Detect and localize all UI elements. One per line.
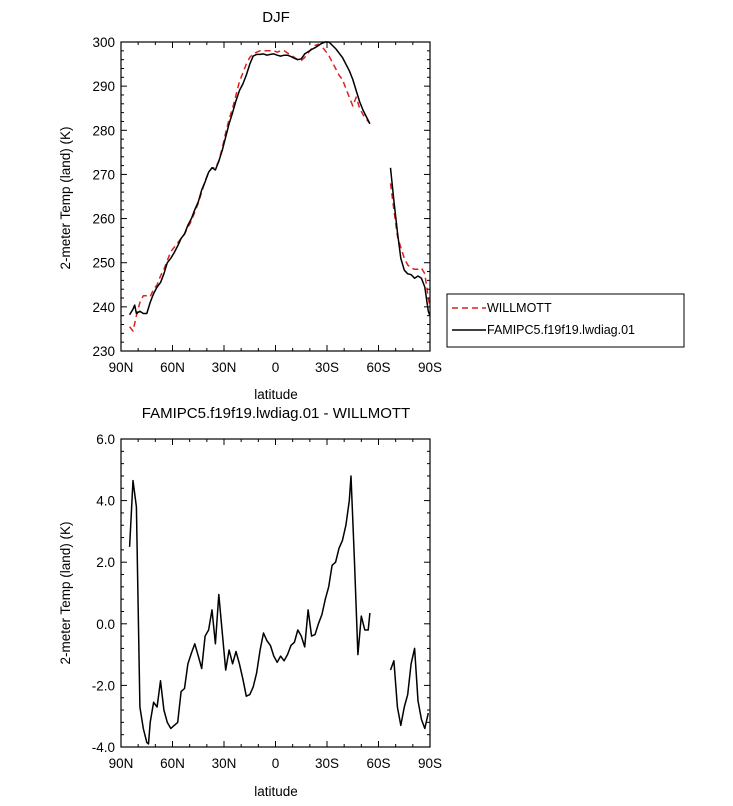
top-ytick-label: 240: [92, 300, 115, 315]
bottom-xtick-label: 30S: [315, 756, 339, 771]
bottom-xtick-label: 60S: [366, 756, 390, 771]
legend-label-famipc5: FAMIPC5.f19f19.lwdiag.01: [487, 323, 635, 337]
bottom-ytick-label: 2.0: [96, 555, 115, 570]
bottom-chart-xlabel: latitude: [254, 784, 298, 799]
bottom-series-0-segment-1: [389, 647, 430, 730]
top-ytick-label: 280: [92, 123, 115, 138]
top-chart-plot: 90N 60N 30N 0 30S 60S 90S 230 240 250 260 270 280 290…: [92, 35, 442, 375]
top-ytick-label: 260: [92, 212, 115, 227]
top-series-0-segment-0: [129, 43, 371, 332]
bottom-chart-panel: FAMIPC5.f19f19.lwdiag.01 - WILLMOTT 90N 6…: [58, 405, 442, 799]
bottom-chart-title: FAMIPC5.f19f19.lwdiag.01 - WILLMOTT: [142, 405, 410, 422]
legend: WILLMOTT FAMIPC5.f19f19.lwdiag.01: [446, 293, 685, 348]
top-series-1-segment-0: [128, 41, 371, 316]
top-chart-xlabel: latitude: [254, 387, 298, 402]
top-ytick-label: 230: [92, 344, 115, 359]
bottom-ytick-label: -4.0: [92, 740, 115, 755]
top-xtick-label: 30N: [212, 360, 237, 375]
top-xtick-label: 60S: [366, 360, 390, 375]
bottom-ytick-label: 4.0: [96, 494, 115, 509]
bottom-plot-frame: [120, 438, 431, 748]
top-xtick-label: 30S: [315, 360, 339, 375]
bottom-ytick-label: -2.0: [92, 678, 115, 693]
top-series-1-segment-1: [389, 167, 431, 316]
bottom-series-0-segment-0: [128, 475, 371, 745]
bottom-xtick-label: 30N: [212, 756, 237, 771]
bottom-xtick-label: 60N: [160, 756, 185, 771]
top-chart-ylabel: 2-meter Temp (land) (K): [58, 126, 73, 269]
legend-box: [446, 293, 685, 348]
top-ytick-label: 290: [92, 79, 115, 94]
bottom-xtick-label: 90N: [109, 756, 134, 771]
bottom-xtick-label: 0: [272, 756, 280, 771]
top-xtick-label: 0: [272, 360, 280, 375]
top-chart-panel: DJF 90N 60N 30N 0 30S 60S 90S 230 240 250 260 270 28…: [58, 9, 442, 402]
bottom-ytick-label: 6.0: [96, 432, 115, 447]
top-xtick-label: 60N: [160, 360, 185, 375]
bottom-xtick-label: 90S: [418, 756, 442, 771]
top-plot-frame: [120, 41, 431, 352]
top-xtick-label: 90S: [418, 360, 442, 375]
top-ytick-label: 270: [92, 167, 115, 182]
top-chart-title: DJF: [262, 9, 290, 26]
bottom-ytick-label: 0.0: [96, 617, 115, 632]
top-ytick-label: 300: [92, 35, 115, 50]
top-ytick-label: 250: [92, 256, 115, 271]
top-series-0-segment-1: [389, 183, 431, 308]
top-xtick-label: 90N: [109, 360, 134, 375]
bottom-chart-plot: 90N 60N 30N 0 30S 60S 90S -4.0 -2.0 0.0 2.0 4.0 6.0: [92, 432, 442, 771]
legend-label-willmott: WILLMOTT: [487, 301, 552, 315]
bottom-chart-ylabel: 2-meter Temp (land) (K): [58, 521, 73, 664]
